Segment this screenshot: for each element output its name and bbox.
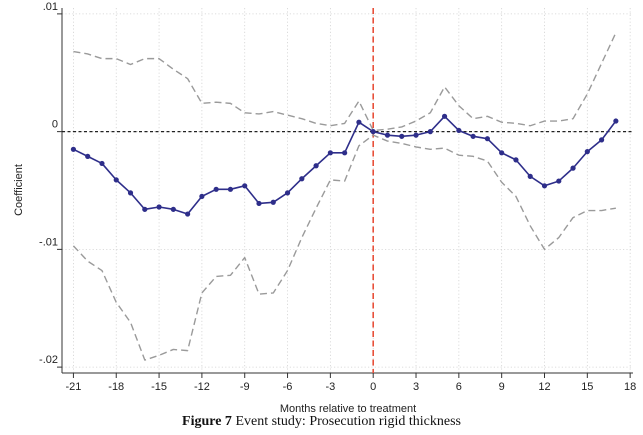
estimate-point: [270, 199, 276, 205]
estimate-point: [127, 190, 134, 196]
x-tick-label: 18: [624, 381, 636, 393]
estimate-point: [356, 119, 362, 125]
estimate-point: [456, 127, 462, 134]
estimate-point: [342, 150, 348, 156]
estimate-point: [399, 133, 405, 139]
x-tick-label: 3: [413, 381, 419, 393]
estimate-point: [185, 211, 191, 217]
estimate-point: [413, 132, 419, 138]
gridlines: [62, 8, 633, 373]
series-group: [70, 32, 619, 361]
estimate-point: [484, 136, 490, 142]
estimate-point: [527, 173, 533, 179]
estimate-point: [384, 132, 391, 138]
figure-caption-text: Event study: Prosecution rigid thickness: [235, 414, 461, 429]
estimate-point: [513, 157, 519, 163]
estimate-point: [170, 206, 176, 212]
estimate-point: [213, 186, 219, 192]
figure-label: Figure 7: [182, 414, 232, 429]
estimate-point: [227, 186, 234, 192]
y-tick-label: -.01: [39, 236, 58, 248]
x-tick-label: -15: [151, 381, 167, 393]
estimate-point: [199, 193, 205, 199]
estimate-point: [99, 160, 105, 167]
x-tick-label: -21: [65, 381, 81, 393]
event-study-chart: -21 -18 -15 -12 -9 -6 -3 0 3 6 9 12 15 18 -.02 -.01 0 .01…: [13, 1, 636, 414]
estimate-point: [470, 133, 476, 139]
axes: [57, 8, 633, 378]
estimate-point: [556, 178, 562, 184]
x-tick-label: 12: [538, 381, 550, 393]
estimate-point: [70, 146, 77, 152]
estimate-point: [113, 177, 119, 183]
estimate-point: [327, 150, 333, 156]
lower_ci-line: [72, 134, 616, 361]
x-tick-label: -18: [108, 381, 124, 393]
reference-lines: [62, 8, 633, 373]
estimate-point: [142, 206, 148, 212]
estimate-point: [570, 165, 576, 171]
x-tick-label: 6: [456, 381, 462, 393]
estimate-point: [613, 118, 619, 124]
estimate-point: [598, 137, 605, 143]
y-tick-label: 0: [52, 119, 58, 131]
figure-caption: Figure 7 Event study: Prosecution rigid …: [0, 414, 643, 435]
x-tick-label: -9: [240, 381, 250, 393]
estimate-point: [584, 149, 590, 155]
x-tick-label: 15: [581, 381, 593, 393]
estimate-point: [256, 200, 262, 207]
y-axis-title: Coefficient: [13, 164, 25, 216]
x-tick-label: -6: [283, 381, 293, 393]
x-tick-label: -12: [194, 381, 210, 393]
estimate-point: [541, 183, 548, 189]
estimate-point: [441, 113, 448, 119]
estimate-point: [427, 129, 433, 135]
x-tick-label: -3: [325, 381, 335, 393]
upper_ci-line: [73, 32, 617, 132]
y-tick-label: -.02: [39, 354, 58, 366]
x-axis-title: Months relative to treatment: [280, 403, 416, 414]
x-tick-label: 0: [370, 381, 376, 393]
estimate-point: [313, 163, 319, 169]
estimate-point: [299, 176, 305, 182]
estimate-point: [370, 129, 376, 135]
estimate-point: [499, 150, 505, 156]
estimate-point: [284, 190, 291, 196]
y-tick-label: .01: [43, 1, 58, 13]
estimate-point: [242, 183, 248, 189]
estimate-point: [85, 153, 91, 159]
estimate-point: [156, 204, 162, 210]
tick-labels: -21 -18 -15 -12 -9 -6 -3 0 3 6 9 12 15 18 -.02 -.01 0 .01: [39, 1, 636, 393]
x-tick-label: 9: [499, 381, 505, 393]
